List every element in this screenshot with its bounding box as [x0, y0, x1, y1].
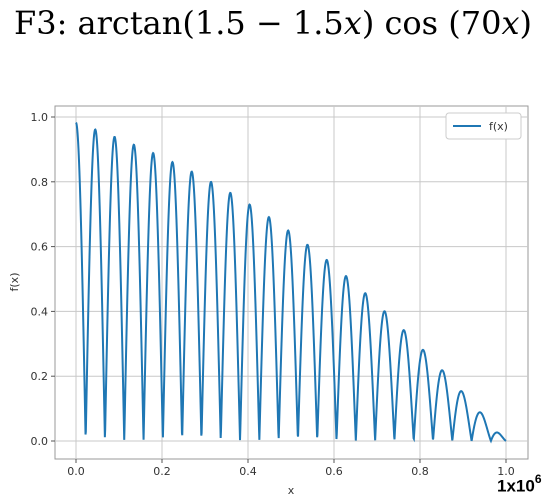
- ticks: 0.0 0.2 0.4 0.6 0.8 1.0 0.0 0.2 0.4 0.6 0.8 1.0: [31, 111, 515, 478]
- x-axis-label: x: [288, 484, 295, 497]
- x-tick-label: 0.4: [239, 465, 257, 478]
- y-tick-label: 0.4: [31, 305, 49, 318]
- grid: [55, 106, 528, 459]
- y-tick-label: 0.6: [31, 241, 49, 254]
- title-var-2: x: [501, 4, 520, 42]
- y-tick-label: 0.8: [31, 176, 49, 189]
- title-suffix: ): [519, 4, 532, 42]
- slide-title: F3: arctan(1.5 − 1.5x) cos (70x): [14, 4, 532, 42]
- x-tick-label: 1.0: [497, 465, 515, 478]
- plot-area: [54, 105, 529, 460]
- legend-entry-f-x: f(x): [489, 120, 508, 133]
- x-offset-base: 1x10: [497, 476, 535, 496]
- x-tick-label: 0.6: [325, 465, 343, 478]
- legend: f(x): [445, 112, 522, 140]
- legend-box: [445, 112, 522, 140]
- title-prefix: F3: arctan(1.5 − 1.5: [14, 4, 344, 42]
- x-offset-label: 1x106: [497, 472, 542, 497]
- x-tick-label: 0.0: [67, 465, 85, 478]
- y-tick-label: 0.0: [31, 435, 49, 448]
- title-middle: ) cos (70: [361, 4, 502, 42]
- y-axis-label: f(x): [8, 273, 21, 292]
- series-line-f-x: [75, 122, 507, 444]
- title-var-1: x: [343, 4, 362, 42]
- x-offset-exponent: 6: [534, 472, 542, 486]
- y-tick-label: 0.2: [31, 370, 49, 383]
- y-tick-label: 1.0: [31, 111, 49, 124]
- x-tick-label: 0.2: [153, 465, 171, 478]
- x-tick-label: 0.8: [411, 465, 429, 478]
